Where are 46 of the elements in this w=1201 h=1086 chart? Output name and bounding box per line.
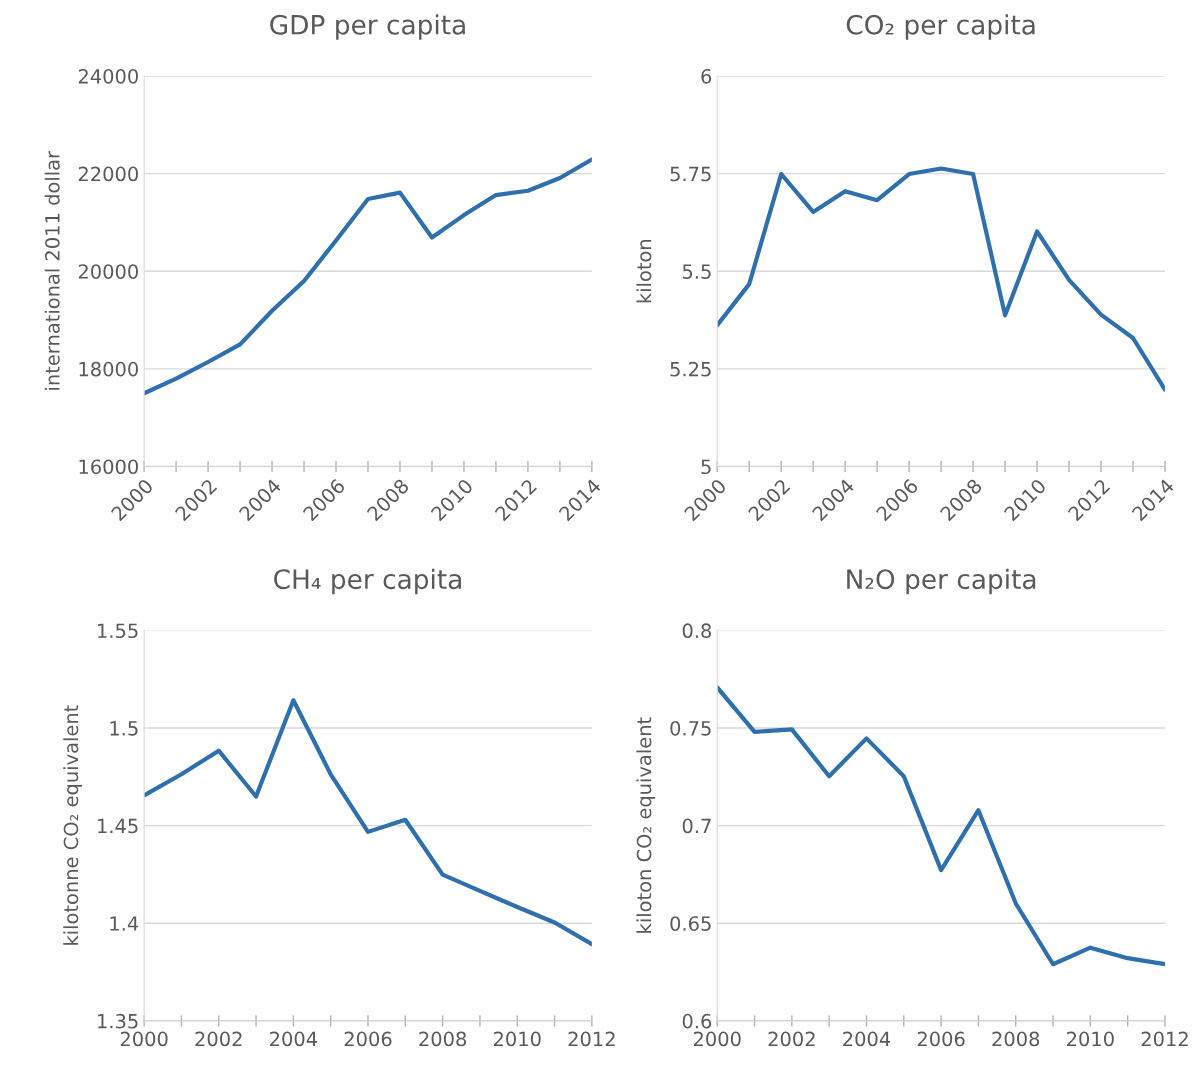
chart-title: CH₄ per capita	[274, 568, 461, 595]
y-tick-label: 18000	[79, 361, 138, 377]
x-tick-label: 2010	[1067, 1031, 1114, 1047]
x-tick-label: 2000	[693, 1031, 741, 1047]
x-tick-label: 2012	[568, 1031, 615, 1047]
x-tick-label: 2012	[1141, 1031, 1188, 1047]
chart-title: GDP per capita	[270, 14, 465, 40]
y-axis-title: kiloton CO₂ equivalent	[636, 717, 656, 933]
y-tick-label: 0.75	[670, 720, 711, 736]
y-tick-label: 5.25	[670, 361, 711, 377]
x-tick-label: 2010	[493, 1031, 541, 1047]
line-series	[717, 166, 1165, 392]
y-tick-label: 22000	[78, 166, 138, 182]
x-tick-label: 2002	[768, 1031, 815, 1047]
y-tick-label: 1.45	[98, 818, 138, 834]
y-tick-label: 20000	[78, 264, 138, 279]
y-tick-label: 0.7	[682, 818, 711, 834]
x-tick-label: 2008	[992, 1031, 1040, 1047]
y-tick-label: 1.5	[110, 721, 138, 736]
y-tick-label: 24000	[78, 68, 138, 84]
y-tick-label: 5.5	[682, 264, 711, 279]
y-tick-label: 0.6	[682, 1013, 712, 1029]
y-tick-label: 0.8	[682, 623, 712, 639]
y-tick-label: 1.55	[98, 623, 138, 639]
chart-title: N₂O per capita	[847, 568, 1036, 595]
line-series	[144, 698, 592, 947]
x-tick-label: 2006	[917, 1031, 965, 1047]
x-tick-label: 2000	[120, 1031, 168, 1047]
line-series	[717, 685, 1165, 967]
y-axis-title: kilotonne CO₂ equivalent	[63, 705, 83, 945]
line-series	[144, 157, 592, 396]
y-tick-label: 5.75	[670, 166, 711, 182]
x-tick-label: 2004	[270, 1031, 318, 1047]
y-tick-label: 1.4	[110, 916, 139, 931]
x-tick-label: 2002	[195, 1031, 242, 1047]
x-tick-label: 2008	[419, 1031, 467, 1047]
y-tick-label: 16000	[79, 459, 138, 475]
y-tick-label: 1.35	[98, 1013, 138, 1029]
y-tick-label: 5	[701, 459, 711, 475]
y-axis-title: kiloton	[636, 239, 652, 303]
y-tick-label: 6	[701, 68, 712, 84]
x-tick-label: 2004	[843, 1031, 891, 1047]
y-tick-label: 0.65	[670, 916, 711, 931]
y-axis-title: international 2011 dollar	[44, 150, 60, 390]
chart-title: CO₂ per capita	[846, 14, 1035, 40]
x-tick-label: 2006	[344, 1031, 392, 1047]
